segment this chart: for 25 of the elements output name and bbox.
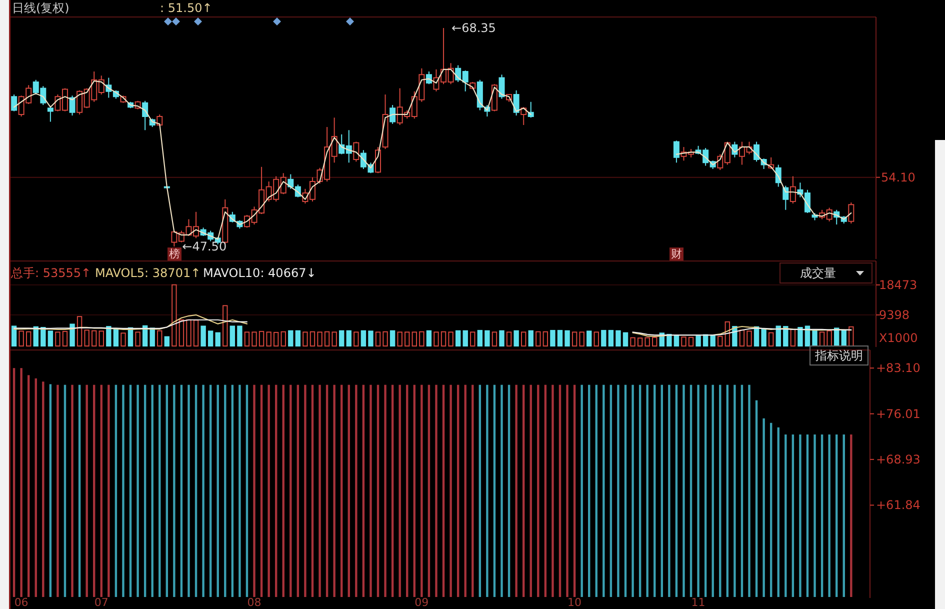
- annotation: MAVOL5: 38701↑: [95, 266, 201, 280]
- x-tick-label: 11: [691, 596, 706, 609]
- annotation: MAVOL10: 40667↓: [203, 266, 316, 280]
- y-tick-label: 9398: [879, 308, 910, 322]
- y-tick-label: +76.01: [876, 406, 920, 421]
- x-tick-label: 09: [414, 596, 429, 609]
- y-tick-label: +83.10: [876, 361, 920, 376]
- annotation: 总手: 53555↑: [10, 266, 92, 280]
- annotation: ←68.35: [452, 21, 496, 35]
- ref-line-label: 54.10: [881, 170, 916, 184]
- y-tick-label: +68.93: [876, 452, 920, 466]
- x-tick-label: 10: [568, 596, 582, 609]
- text: : 51.50↑: [160, 1, 212, 15]
- y-axis-title: X1000: [879, 331, 918, 345]
- x-tick-label: 06: [14, 596, 28, 609]
- text: 财: [671, 248, 682, 260]
- x-tick-label: 07: [94, 596, 108, 609]
- text: 榜: [169, 248, 180, 260]
- x-tick-label: 08: [247, 596, 262, 609]
- annotation: ←47.50: [182, 240, 227, 254]
- y-tick-label: 18473: [879, 278, 918, 292]
- y-tick-label: +61.84: [876, 498, 920, 512]
- chart-title: 日线(复权): [12, 1, 70, 15]
- chart-title: 成交量: [800, 266, 836, 280]
- annotation: 指标说明: [814, 348, 863, 362]
